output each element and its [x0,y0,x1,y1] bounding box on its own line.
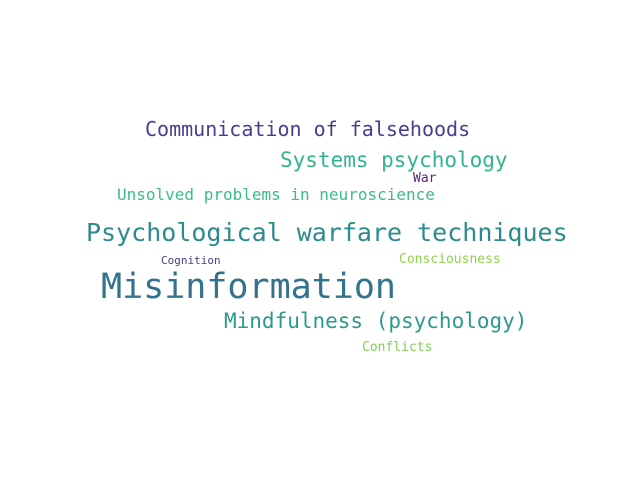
word-conflicts: Conflicts [362,340,433,355]
word-unsolved-problems-in-neuroscience: Unsolved problems in neuroscience [117,185,435,204]
word-systems-psychology: Systems psychology [280,148,508,172]
word-misinformation: Misinformation [101,267,397,307]
word-mindfulness-psychology: Mindfulness (psychology) [224,309,528,333]
word-cognition: Cognition [161,254,221,267]
word-communication-of-falsehoods: Communication of falsehoods [145,117,471,141]
word-psychological-warfare-techniques: Psychological warfare techniques [86,218,568,247]
word-war: War [413,171,437,186]
word-consciousness: Consciousness [399,252,501,267]
